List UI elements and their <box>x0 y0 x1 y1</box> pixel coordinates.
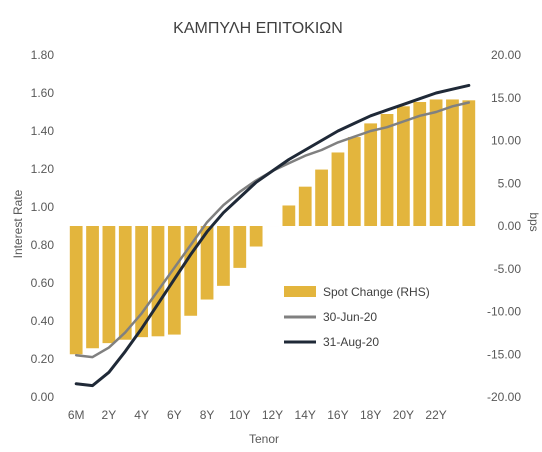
bar-20Y <box>397 106 410 226</box>
x-tick-label: 6M <box>68 408 85 422</box>
x-axis-ticks: 6M 2Y 4Y 6Y 8Y 10Y 12Y 14Y 16Y 18Y 20Y 22Y <box>68 408 447 422</box>
right-tick-label: 10.00 <box>491 134 521 148</box>
bar-19Y <box>380 114 394 226</box>
bar-24Y <box>462 100 476 226</box>
y-axis-label-left: Interest Rate <box>11 189 25 258</box>
bar-9Y <box>217 226 230 286</box>
x-tick-label: 16Y <box>327 408 348 422</box>
bar-16Y <box>331 152 345 226</box>
right-tick-label: -10.00 <box>487 305 521 319</box>
x-tick-label: 14Y <box>295 408 316 422</box>
right-axis-ticks: -20.00 -15.00 -10.00 -5.00 0.00 5.00 10.00 15.0… <box>487 48 521 404</box>
bar-21Y <box>413 102 427 226</box>
line-series-30-Jun-20 <box>74 101 471 359</box>
left-tick-label: 0.20 <box>31 352 55 366</box>
left-axis-ticks: 0.00 0.20 0.40 0.60 0.80 1.00 1.20 1.40 1.60 1.80 <box>31 48 55 404</box>
bar-6M <box>69 226 83 355</box>
bar-3Y <box>118 226 132 340</box>
right-tick-label: 0.00 <box>498 219 522 233</box>
bars-layer <box>69 99 476 355</box>
chart-title: ΚΑΜΠΥΛΗ ΕΠΙΤΟΚΙΩΝ <box>173 20 343 37</box>
bar-8Y <box>200 226 214 300</box>
right-tick-label: 5.00 <box>498 176 522 190</box>
left-tick-label: 1.60 <box>31 86 55 100</box>
legend-label-spot-change: Spot Change (RHS) <box>323 285 430 299</box>
x-tick-label: 12Y <box>262 408 283 422</box>
x-tick-label: 18Y <box>360 408 381 422</box>
lines-layer <box>74 83 471 388</box>
bar-10Y <box>233 226 247 268</box>
legend-swatch-spot-change <box>284 286 316 297</box>
bar-18Y <box>364 123 378 226</box>
legend-label-31-aug-20: 31-Aug-20 <box>323 335 379 349</box>
bar-22Y <box>429 99 443 226</box>
bar-23Y <box>446 99 459 226</box>
x-axis-label: Tenor <box>249 432 279 446</box>
left-tick-label: 0.00 <box>31 390 55 404</box>
right-tick-label: -20.00 <box>487 390 521 404</box>
right-tick-label: -5.00 <box>494 262 522 276</box>
x-tick-label: 4Y <box>134 408 149 422</box>
bar-13Y <box>282 205 296 226</box>
left-tick-label: 0.40 <box>31 314 55 328</box>
bar-17Y <box>347 137 361 226</box>
right-tick-label: -15.00 <box>487 347 521 361</box>
left-tick-label: 1.20 <box>31 162 55 176</box>
x-tick-label: 2Y <box>102 408 117 422</box>
left-tick-label: 0.60 <box>31 276 55 290</box>
legend-label-30-jun-20: 30-Jun-20 <box>323 310 377 324</box>
bar-15Y <box>315 169 328 226</box>
line-series-31-Aug-20 <box>74 83 471 388</box>
x-tick-label: 6Y <box>167 408 182 422</box>
right-tick-label: 15.00 <box>491 91 521 105</box>
left-tick-label: 1.40 <box>31 124 55 138</box>
bar-2Y <box>102 226 116 344</box>
bar-14Y <box>298 186 312 226</box>
bar-5Y <box>151 226 165 337</box>
y-axis-label-right: bps <box>527 212 541 231</box>
left-tick-label: 1.80 <box>31 48 55 62</box>
x-tick-label: 20Y <box>393 408 414 422</box>
x-tick-label: 8Y <box>200 408 215 422</box>
x-tick-label: 22Y <box>425 408 446 422</box>
legend: Spot Change (RHS) 30-Jun-20 31-Aug-20 <box>284 285 430 349</box>
right-tick-label: 20.00 <box>491 48 521 62</box>
left-tick-label: 1.00 <box>31 200 55 214</box>
bar-11Y <box>249 226 263 247</box>
x-tick-label: 10Y <box>229 408 250 422</box>
bar-1Y <box>86 226 99 349</box>
left-tick-label: 0.80 <box>31 238 55 252</box>
